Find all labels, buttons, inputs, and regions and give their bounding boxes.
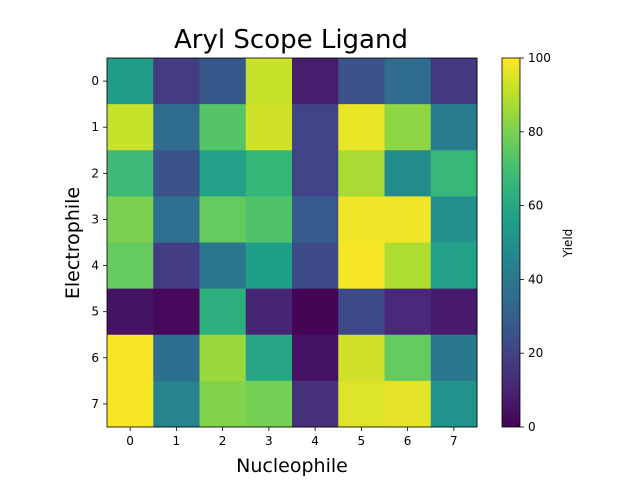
heatmap-cell — [430, 288, 478, 336]
x-tick-label: 2 — [219, 434, 227, 448]
x-tick-label: 3 — [265, 434, 273, 448]
heatmap-cell — [199, 58, 247, 105]
plot-frame — [106, 57, 478, 428]
heatmap-cell — [107, 242, 154, 290]
heatmap-cell — [199, 288, 247, 336]
heatmap-cell — [153, 104, 200, 151]
colorbar-tick-label: 100 — [528, 51, 551, 65]
colorbar-tick-label: 60 — [528, 199, 543, 213]
colorbar-gradient — [501, 57, 521, 428]
heatmap-cell — [199, 334, 247, 382]
heatmap-cell — [245, 242, 293, 290]
heatmap-cell — [430, 196, 478, 244]
heatmap-cell — [292, 196, 339, 244]
heatmap-cell — [430, 104, 478, 151]
heatmap-cell — [338, 288, 385, 336]
heatmap-cell — [107, 150, 154, 197]
colorbar-tick-label: 0 — [528, 420, 536, 434]
heatmap-cell — [199, 380, 247, 428]
heatmap-cell — [245, 196, 293, 244]
y-tick-label: 2 — [91, 166, 99, 180]
heatmap-cell — [153, 196, 200, 244]
heatmap-cell — [338, 380, 385, 428]
heatmap-cell — [153, 58, 200, 105]
heatmap-cell — [153, 242, 200, 290]
heatmap-cell — [338, 58, 385, 105]
heatmap-cell — [153, 380, 200, 428]
heatmap-cell — [338, 150, 385, 197]
heatmap-cell — [107, 196, 154, 244]
heatmap-cell — [384, 104, 432, 151]
heatmap-cell — [430, 380, 478, 428]
heatmap-cell — [245, 150, 293, 197]
colorbar-label: Yield — [561, 229, 575, 259]
heatmap-cell — [245, 104, 293, 151]
colorbar-tick-label: 20 — [528, 346, 543, 360]
heatmap-cell — [199, 104, 247, 151]
heatmap-cell — [107, 288, 154, 336]
colorbar-tick-label: 40 — [528, 272, 543, 286]
heatmap-cell — [292, 288, 339, 336]
x-tick-label: 1 — [173, 434, 181, 448]
heatmap-cell — [292, 104, 339, 151]
heatmap-cell — [384, 196, 432, 244]
heatmap-cell — [338, 104, 385, 151]
heatmap-cells — [107, 58, 478, 428]
heatmap-cell — [384, 334, 432, 382]
y-tick-label: 4 — [91, 259, 99, 273]
x-tick-label: 7 — [450, 434, 458, 448]
chart-title: Aryl Scope Ligand — [174, 25, 408, 55]
heatmap-cell — [199, 242, 247, 290]
x-axis-label: Nucleophile — [236, 455, 348, 477]
heatmap-cell — [292, 380, 339, 428]
heatmap-cell — [107, 334, 154, 382]
heatmap-cell — [384, 380, 432, 428]
y-tick-label: 5 — [91, 305, 99, 319]
heatmap-cell — [384, 150, 432, 197]
heatmap-cell — [430, 150, 478, 197]
y-tick-label: 1 — [91, 120, 99, 134]
heatmap-cell — [338, 334, 385, 382]
colorbar-tick-label: 80 — [528, 125, 543, 139]
y-tick-label: 7 — [91, 397, 99, 411]
heatmap-cell — [292, 58, 339, 105]
x-tick-label: 4 — [311, 434, 319, 448]
heatmap-cell — [153, 150, 200, 197]
heatmap-cell — [153, 288, 200, 336]
heatmap-cell — [384, 288, 432, 336]
heatmap-cell — [245, 58, 293, 105]
heatmap-cell — [338, 196, 385, 244]
y-tick-label: 3 — [91, 212, 99, 226]
heatmap-cell — [430, 334, 478, 382]
heatmap-cell — [107, 104, 154, 151]
heatmap-cell — [292, 150, 339, 197]
colorbar: 0 20 40 60 80 100 — [501, 51, 551, 434]
heatmap-cell — [153, 334, 200, 382]
heatmap-cell — [384, 58, 432, 105]
y-tick-label: 0 — [91, 74, 99, 88]
axes: 0 1 2 3 4 5 6 7 0 1 2 3 4 5 6 7 — [91, 57, 478, 448]
heatmap-cell — [245, 288, 293, 336]
y-tick-label: 6 — [91, 351, 99, 365]
x-tick-label: 6 — [404, 434, 412, 448]
heatmap-cell — [338, 242, 385, 290]
heatmap-cell — [292, 334, 339, 382]
heatmap-cell — [107, 58, 154, 105]
x-tick-label: 5 — [358, 434, 366, 448]
heatmap-cell — [199, 196, 247, 244]
heatmap-cell — [245, 334, 293, 382]
heatmap-cell — [430, 58, 478, 105]
heatmap-cell — [245, 380, 293, 428]
heatmap-cell — [430, 242, 478, 290]
x-tick-label: 0 — [126, 434, 134, 448]
heatmap-cell — [292, 242, 339, 290]
heatmap-cell — [384, 242, 432, 290]
heatmap-cell — [107, 380, 154, 428]
y-axis-label: Electrophile — [62, 187, 84, 299]
heatmap-cell — [199, 150, 247, 197]
